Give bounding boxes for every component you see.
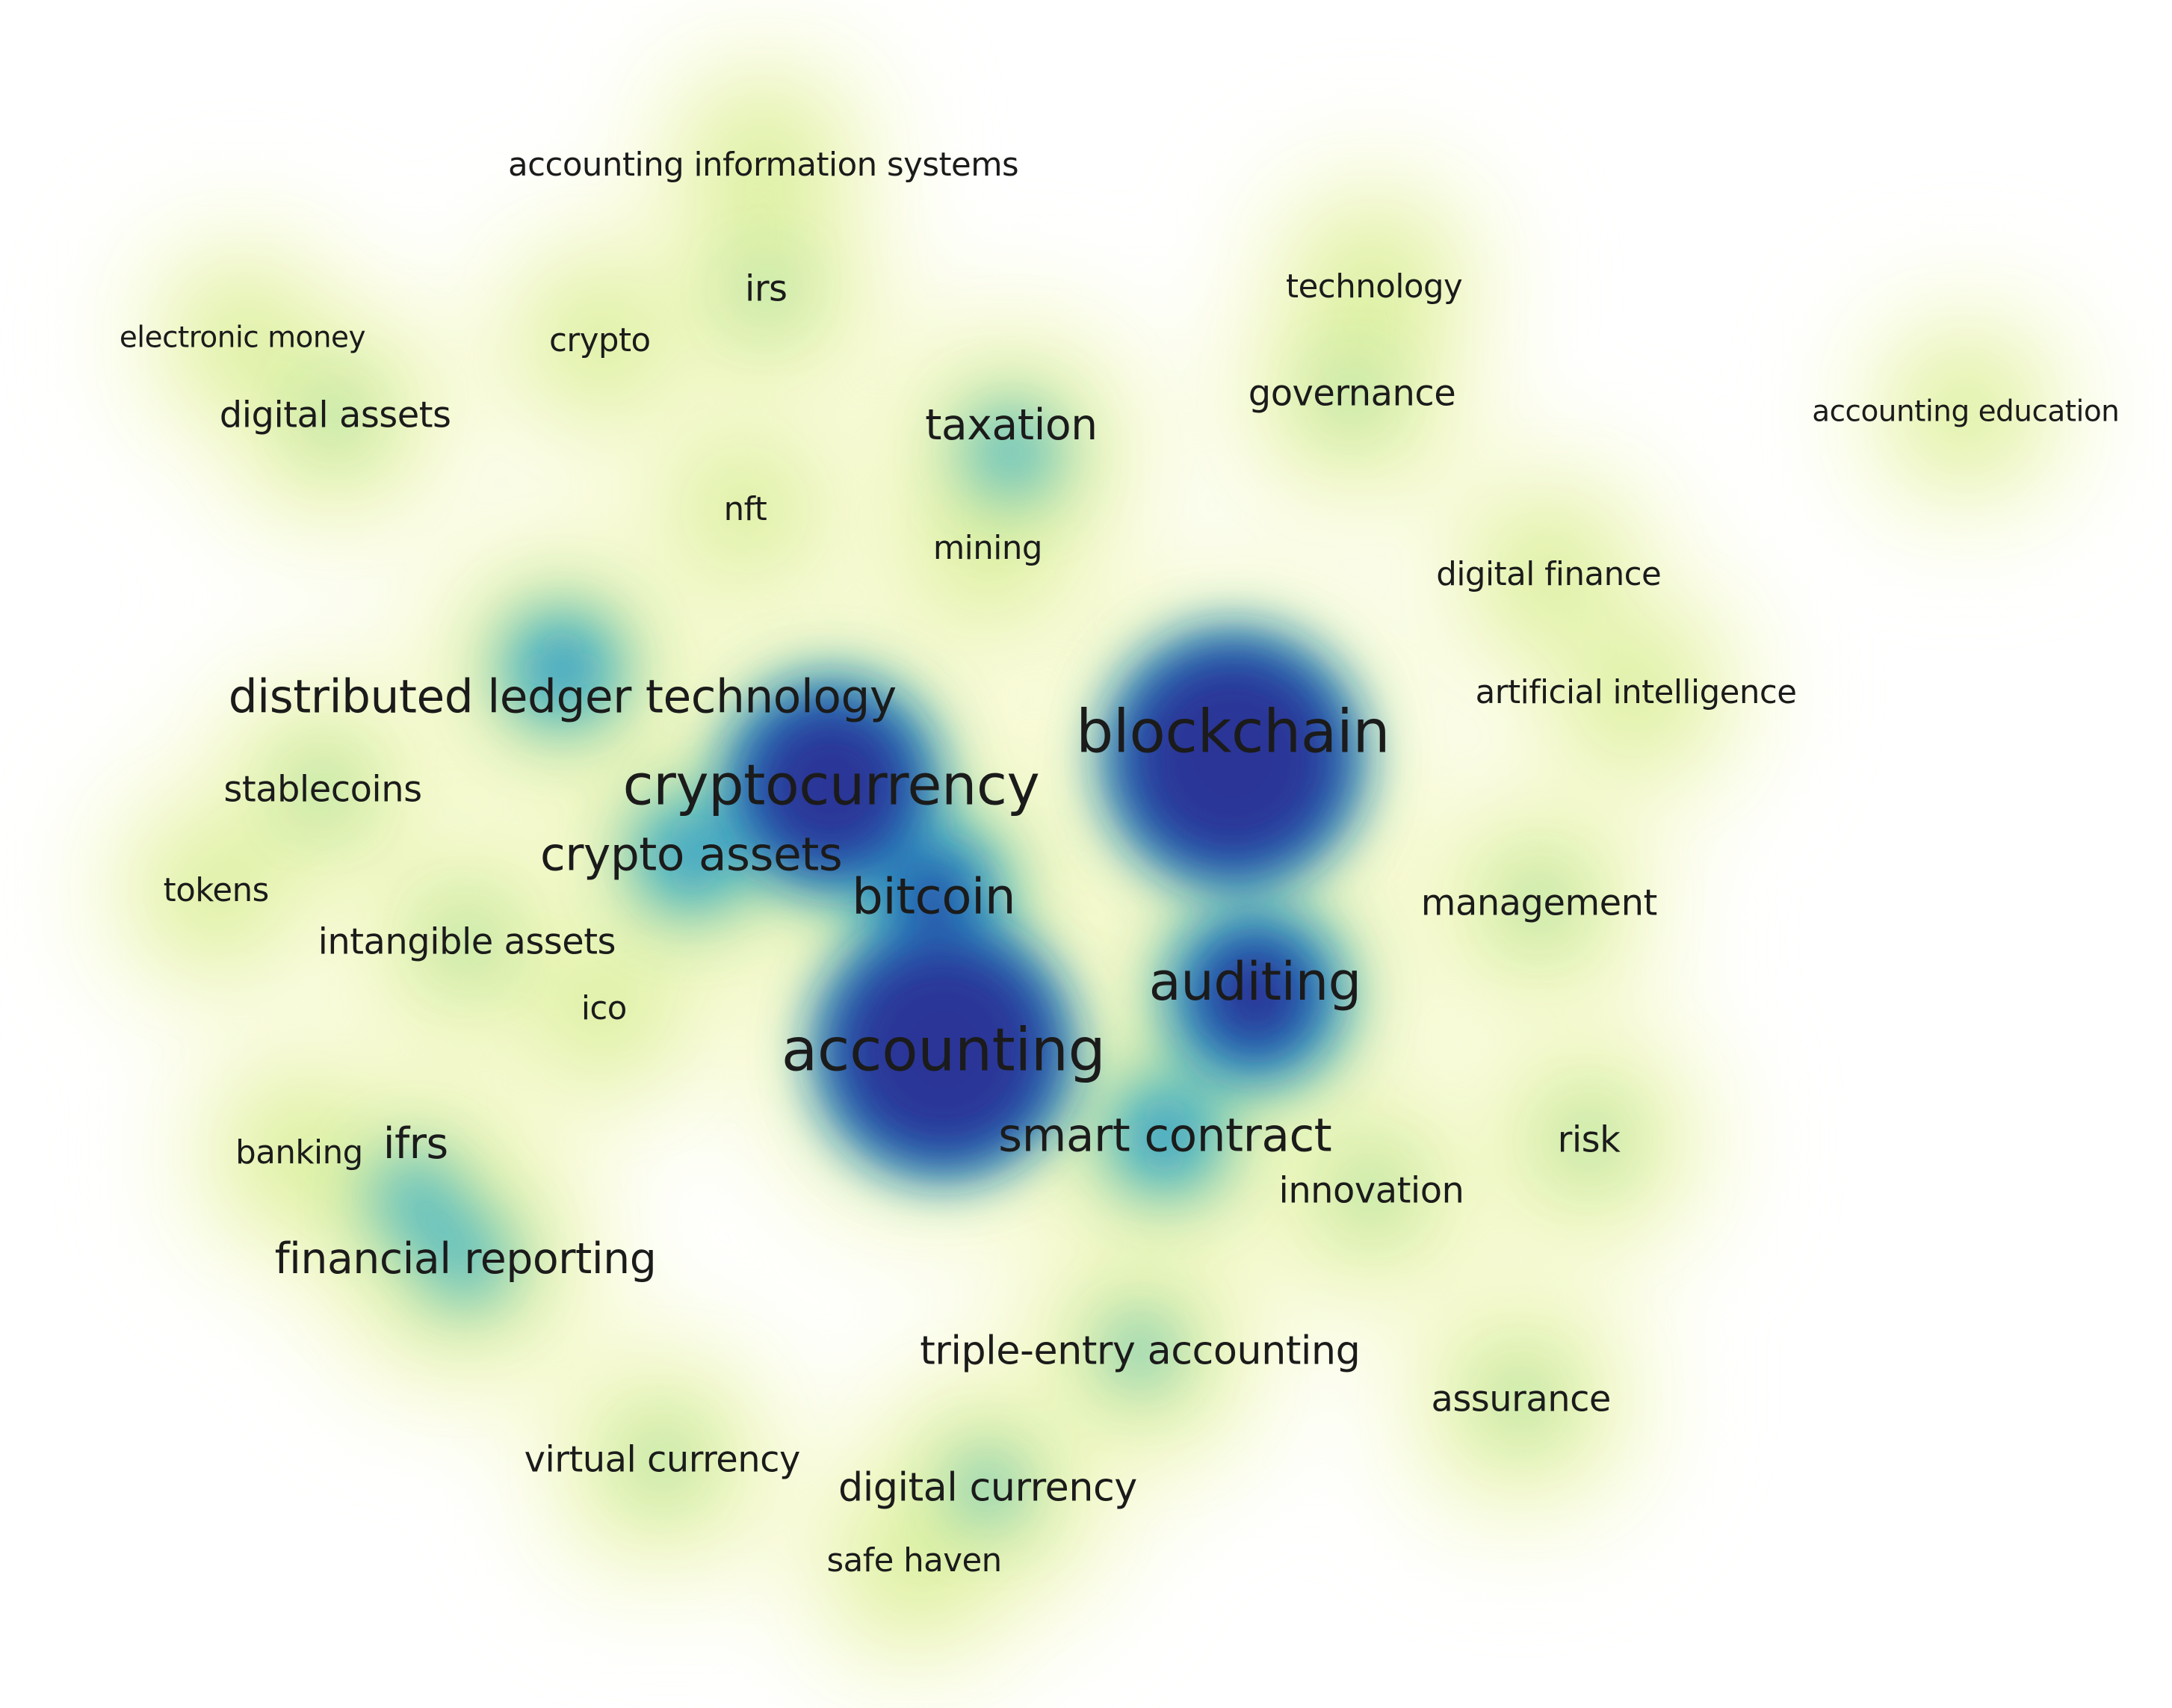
density-blob [1523, 888, 1554, 918]
density-blob [183, 279, 302, 397]
density-blob [906, 869, 961, 923]
density-blob [1506, 1384, 1536, 1414]
density-blob [1482, 509, 1615, 641]
term-label[interactable]: digital finance [1436, 556, 1662, 594]
term-label[interactable]: ifrs [383, 1119, 448, 1169]
density-blob [1201, 942, 1309, 1051]
density-blob [751, 274, 782, 305]
term-label[interactable]: auditing [1148, 951, 1362, 1013]
term-label[interactable]: accounting [781, 1015, 1106, 1085]
term-label[interactable]: nft [723, 491, 767, 529]
term-label[interactable]: safe haven [826, 1542, 1003, 1580]
density-blob [538, 645, 587, 693]
density-blob [848, 1495, 980, 1627]
term-label[interactable]: digital currency [838, 1464, 1137, 1511]
term-label[interactable]: management [1420, 882, 1658, 924]
density-blob [307, 774, 338, 805]
density-blob [538, 942, 670, 1074]
density-blob [150, 825, 282, 957]
density-blob [835, 942, 1051, 1158]
density-blob [1574, 1124, 1604, 1155]
density-blob [966, 408, 1056, 498]
term-label[interactable]: blockchain [1075, 696, 1390, 767]
density-blob [371, 1154, 461, 1245]
term-label[interactable]: irs [745, 268, 788, 310]
density-blob [667, 830, 716, 879]
density-blob [921, 483, 1053, 615]
density-blob [1337, 378, 1367, 409]
term-label[interactable]: virtual currency [524, 1439, 801, 1481]
density-blob [420, 1214, 510, 1305]
term-label[interactable]: taxation [925, 400, 1098, 451]
term-label[interactable]: cryptocurrency [622, 752, 1040, 818]
density-blob [647, 1445, 678, 1476]
density-blob [697, 99, 829, 231]
density-blob [1356, 1176, 1387, 1207]
term-label[interactable]: electronic money [119, 321, 366, 355]
term-label[interactable]: crypto assets [540, 828, 843, 882]
term-label[interactable]: ico [581, 989, 628, 1027]
term-label[interactable]: crypto [548, 322, 651, 360]
term-label[interactable]: banking [235, 1133, 363, 1172]
term-label[interactable]: intangible assets [318, 921, 616, 963]
term-label[interactable]: assurance [1431, 1379, 1611, 1420]
density-blob [1141, 1112, 1189, 1160]
density-blob [957, 1458, 1018, 1518]
density-blob [1110, 1320, 1170, 1381]
term-label[interactable]: bitcoin [852, 867, 1016, 926]
term-label[interactable]: accounting information systems [507, 146, 1019, 184]
density-blob [451, 926, 482, 957]
density-blob [750, 705, 912, 867]
term-label[interactable]: risk [1557, 1119, 1621, 1161]
density-blob [1308, 220, 1441, 353]
term-label[interactable]: financial reporting [274, 1234, 657, 1284]
density-blob [1906, 352, 2025, 471]
density-blob [679, 444, 811, 576]
term-label[interactable]: innovation [1278, 1170, 1464, 1212]
density-blob [1125, 651, 1341, 867]
term-label[interactable]: governance [1248, 373, 1456, 415]
term-label[interactable]: distributed ledger technology [228, 670, 897, 724]
term-label[interactable]: accounting education [1812, 394, 2120, 429]
term-label[interactable]: technology [1286, 267, 1463, 306]
term-label[interactable]: stablecoins [223, 769, 422, 811]
term-label[interactable]: triple-entry accounting [920, 1328, 1361, 1374]
density-blob [320, 400, 350, 431]
term-label[interactable]: tokens [163, 872, 270, 910]
term-label[interactable]: mining [932, 530, 1043, 568]
term-label[interactable]: digital assets [219, 394, 451, 436]
term-label[interactable]: artificial intelligence [1475, 674, 1797, 711]
density-blob [533, 275, 666, 407]
density-blob [1570, 627, 1702, 758]
term-label[interactable]: smart contract [998, 1109, 1332, 1163]
